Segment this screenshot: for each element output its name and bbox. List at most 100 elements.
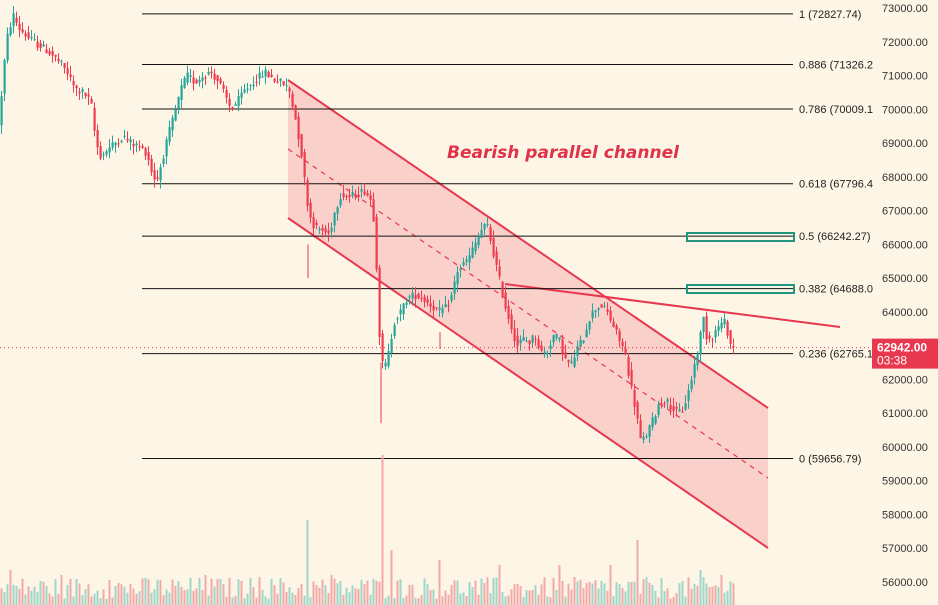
volume-bar: [576, 581, 579, 605]
volume-bar: [27, 586, 30, 605]
volume-bar: [504, 596, 507, 605]
candle-body: [429, 303, 432, 307]
volume-bar: [282, 582, 285, 605]
volume-bar: [708, 587, 711, 605]
volume-bar: [300, 583, 303, 605]
candle-body: [138, 146, 141, 148]
volume-bar: [336, 583, 339, 605]
target-box-0.382: [686, 284, 795, 294]
volume-bar: [351, 585, 354, 605]
candle-body: [381, 333, 384, 361]
candle-body: [201, 77, 204, 81]
volume-bar: [45, 586, 48, 605]
candle-body: [342, 193, 345, 198]
candle-body: [165, 139, 168, 157]
candle-body: [453, 281, 456, 294]
candle-body: [78, 91, 81, 94]
volume-bar: [324, 585, 327, 605]
candle-body: [585, 329, 588, 338]
candle-body: [519, 339, 522, 344]
candle-body: [399, 309, 402, 315]
volume-bar: [381, 455, 384, 605]
volume-bar: [312, 581, 315, 605]
volume-bar: [618, 584, 621, 605]
volume-bar: [342, 595, 345, 605]
candle-body: [657, 404, 660, 415]
volume-bar: [327, 593, 330, 605]
candle-body: [225, 90, 228, 98]
candle-body: [87, 94, 90, 97]
volume-bar: [222, 584, 225, 605]
volume-bar: [648, 582, 651, 605]
candle-body: [3, 60, 6, 94]
volume-bar: [60, 575, 63, 605]
volume-bar: [135, 593, 138, 605]
resistance-trendline: [504, 283, 841, 328]
volume-bar: [81, 595, 84, 605]
volume-bar: [198, 577, 201, 605]
volume-bar: [450, 585, 453, 605]
candle-body: [450, 294, 453, 301]
candle-body: [213, 73, 216, 80]
candle-body: [594, 310, 597, 312]
candle-body: [120, 140, 123, 143]
candle-body: [234, 104, 237, 106]
candle-body: [621, 341, 624, 347]
volume-bar: [651, 584, 654, 605]
candle-body: [714, 330, 717, 338]
target-box-0.5: [686, 232, 795, 242]
candle-body: [219, 78, 222, 84]
candle-body: [498, 266, 501, 277]
volume-bar: [63, 598, 66, 605]
candle-body: [525, 341, 528, 343]
volume-bar: [237, 579, 240, 605]
price-tick-label: 62000.00: [882, 374, 928, 386]
candle-body: [384, 362, 387, 367]
volume-bar: [537, 594, 540, 605]
fib-level-label: 0.886 (71326.2: [799, 60, 873, 72]
volume-bar: [642, 579, 645, 605]
candle-body: [606, 309, 609, 312]
volume-bar: [387, 595, 390, 605]
candle-body: [147, 152, 150, 161]
candle-body: [717, 326, 720, 331]
volume-bar: [186, 589, 189, 605]
price-tick-label: 58000.00: [882, 509, 928, 521]
fib-level-label: 0.382 (64688.0: [799, 284, 873, 296]
volume-bar: [498, 565, 501, 605]
volume-bar: [729, 581, 732, 605]
candle-body: [339, 199, 342, 206]
candle-body: [495, 251, 498, 265]
volume-bar: [480, 578, 483, 605]
candle-body: [732, 346, 735, 348]
candle-body: [387, 351, 390, 367]
volume-bar: [477, 594, 480, 605]
candle-body: [552, 335, 555, 343]
candle-body: [117, 143, 120, 145]
volume-bar: [0, 588, 3, 605]
candle-body: [54, 54, 57, 57]
candle-body: [39, 43, 42, 49]
volume-bar: [246, 593, 249, 605]
candle-body: [369, 195, 372, 200]
candle-body: [591, 310, 594, 319]
candle-body: [513, 328, 516, 342]
volume-bar: [171, 579, 174, 605]
candle-body: [408, 296, 411, 298]
candle-body: [618, 330, 621, 341]
volume-bar: [510, 589, 513, 605]
candle-body: [18, 23, 21, 30]
volume-bar: [30, 590, 33, 605]
volume-bar: [705, 583, 708, 605]
candle-body: [603, 305, 606, 307]
volume-bar: [318, 587, 321, 605]
candle-body: [372, 199, 375, 222]
volume-bar: [375, 580, 378, 605]
volume-bar: [213, 586, 216, 605]
volume-bar: [693, 583, 696, 605]
candle-body: [66, 68, 69, 75]
candle-body: [528, 340, 531, 344]
candle-body: [468, 255, 471, 263]
volume-bar: [528, 590, 531, 605]
